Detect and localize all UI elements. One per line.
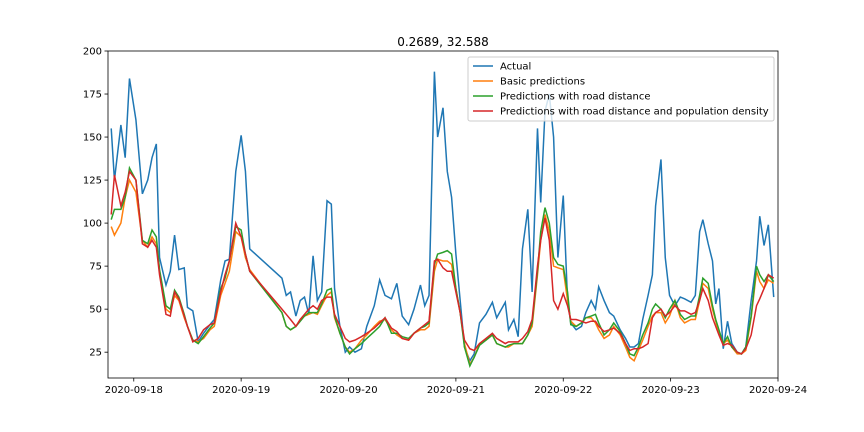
x-tick-label: 2020-09-19: [212, 385, 270, 396]
x-tick-label: 2020-09-24: [749, 385, 807, 396]
y-tick-label: 125: [83, 176, 102, 187]
plot-frame: [107, 50, 779, 379]
chart-title: 0.2689, 32.588: [397, 35, 489, 49]
x-tick-label: 2020-09-20: [319, 385, 377, 396]
x-tick-label: 2020-09-21: [427, 385, 485, 396]
legend-label: Predictions with road distance and popul…: [500, 107, 769, 118]
x-tick-label: 2020-09-22: [534, 385, 592, 396]
legend-label: Predictions with road distance: [500, 92, 651, 103]
series-line: [110, 165, 775, 369]
x-tick-label: 2020-09-18: [105, 385, 163, 396]
series-line: [110, 169, 775, 355]
y-tick-label: 175: [83, 90, 102, 101]
y-tick-label: 200: [83, 47, 102, 58]
y-tick-label: 50: [89, 305, 102, 316]
y-tick-label: 100: [83, 219, 102, 230]
legend-label: Actual: [500, 62, 531, 73]
y-tick-label: 150: [83, 133, 102, 144]
legend-box: [467, 56, 775, 122]
x-tick-label: 2020-09-23: [642, 385, 700, 396]
y-tick-label: 25: [89, 348, 102, 359]
legend-label: Basic predictions: [500, 77, 585, 88]
y-tick-label: 75: [89, 262, 102, 273]
